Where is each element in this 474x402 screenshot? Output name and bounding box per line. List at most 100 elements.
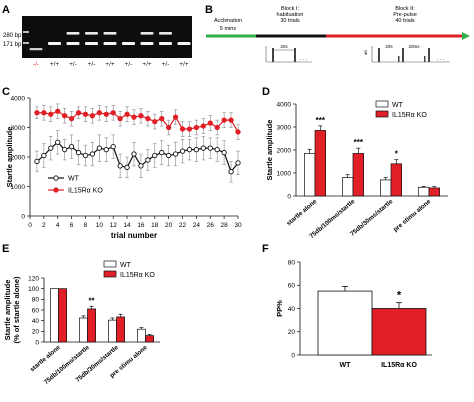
ladder-label-lower: 171 bp [3, 42, 22, 48]
significance-marker: ** [88, 296, 95, 305]
gel-ladder-band [23, 42, 29, 44]
x-tick-label: 8 [84, 222, 88, 229]
bar-wt [304, 153, 316, 197]
block1-title: Block I: [281, 6, 300, 12]
legend: WT IL15Rα KO [48, 175, 103, 195]
x-tick-label: 12 [110, 222, 118, 229]
data-point [117, 116, 123, 122]
y-tick-label: 3000 [11, 125, 26, 132]
series-ko [34, 103, 241, 140]
lane-labels: -/- +/+ +/- +/- +/+ +/- +/+ +/- +/+ [33, 61, 189, 68]
legend-swatch-marker [53, 187, 59, 193]
lane-label: +/- [69, 61, 77, 68]
data-point [75, 149, 82, 156]
gel-band-upper [66, 32, 80, 35]
lane-label: +/+ [50, 61, 60, 68]
data-point [145, 157, 151, 163]
y-tick-label: 80 [32, 297, 40, 304]
panel-b-letter: B [205, 4, 213, 16]
y-tick-label: 2000 [11, 154, 26, 161]
legend-label: IL15Rα KO [392, 112, 427, 119]
data-point [228, 117, 234, 123]
block2-interval-label-a: 20s [385, 44, 393, 49]
gel-bands [23, 31, 191, 51]
y-tick-label: 20 [32, 329, 40, 336]
acclimation-title: Acclimation [214, 18, 242, 24]
y-axis-title: Startle amplitude [5, 127, 14, 188]
gel-band-lower [85, 42, 98, 45]
gel-ladder-band [23, 31, 29, 33]
data-point [228, 169, 234, 175]
legend-label: WT [120, 262, 132, 269]
bar-ko [314, 130, 326, 197]
bar-ko [58, 288, 67, 343]
legend-label: WT [68, 176, 80, 183]
y-tick-label: 100 [28, 286, 39, 293]
y-tick-label: 0 [35, 339, 39, 346]
y-tick-label: 120 [28, 275, 39, 282]
y-tick-label: 2000 [277, 147, 292, 154]
block1-trials: 30 trials [280, 18, 300, 24]
data-point [82, 152, 89, 159]
y-axis-title: Startle amplitude(% of startle alone) [3, 276, 21, 344]
data-point [207, 145, 213, 151]
bar-ko [116, 316, 125, 343]
x-tick-label: 24 [193, 222, 201, 229]
legend-swatch [375, 100, 389, 108]
x-tick-label: 18 [151, 222, 159, 229]
bar-wt [380, 179, 392, 197]
lane-label: -/- [33, 61, 39, 68]
y-tick-label: 60 [32, 307, 40, 314]
gel-band-lower [140, 42, 154, 45]
data-point [221, 117, 227, 123]
gel-band-lower [48, 42, 61, 45]
x-tick-label: 20 [165, 222, 173, 229]
x-tick-label: 0 [28, 222, 32, 229]
data-point [96, 145, 102, 151]
data-point [89, 151, 96, 157]
bar-ko [352, 153, 364, 197]
svg-text:. . .: . . . [437, 56, 444, 62]
legend-swatch [375, 110, 389, 118]
svg-text:. . .: . . . [300, 56, 307, 62]
lane-label: +/- [88, 61, 96, 68]
data-point [186, 126, 193, 132]
legend-swatch [103, 260, 117, 268]
lane-label: +/+ [179, 61, 189, 68]
y-tick-label: 4000 [11, 95, 26, 102]
y-tick-label: 20 [288, 329, 296, 336]
series-wt [34, 130, 241, 183]
category-label: IL15Rα KO [381, 362, 417, 369]
gel-image [22, 16, 192, 58]
y-axis-title: PP% [275, 300, 284, 317]
x-tick-label: 30 [234, 222, 242, 229]
pp-percent-bar-chart: 0 20 40 60 80 WT * IL15Rα KO PP% [275, 259, 432, 369]
y-tick-label: 80 [288, 259, 296, 266]
significance-marker: * [395, 150, 399, 159]
data-point [68, 144, 75, 150]
x-tick-label: 4 [56, 222, 60, 229]
bar-wt [108, 319, 117, 343]
data-point [172, 151, 179, 157]
data-point [34, 158, 40, 165]
ladder-label-upper: 280 bp [3, 33, 22, 39]
series-line [36, 110, 239, 133]
data-point [152, 152, 158, 159]
gel-band-lower [103, 42, 117, 45]
x-tick-label: 16 [137, 222, 145, 229]
data-point [214, 146, 220, 153]
bar-wt [418, 186, 430, 197]
y-tick-label: 4000 [277, 101, 292, 108]
data-point [166, 152, 172, 159]
data-point [172, 114, 179, 120]
data-point [117, 163, 123, 169]
gel-band-lower [122, 42, 135, 45]
bar-wt [317, 290, 373, 356]
y-tick-label: 1000 [277, 170, 292, 177]
significance-marker: * [397, 290, 402, 302]
y-tick-label: 3000 [277, 124, 292, 131]
gel-band-upper [159, 32, 172, 35]
legend-label: IL15Rα KO [120, 272, 155, 279]
